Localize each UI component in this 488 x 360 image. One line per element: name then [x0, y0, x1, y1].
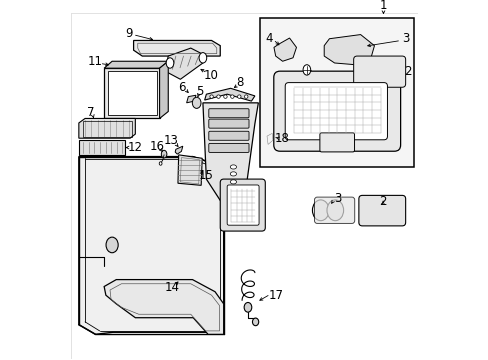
Ellipse shape [199, 53, 206, 63]
Polygon shape [79, 140, 124, 155]
Ellipse shape [312, 200, 328, 221]
Text: 5: 5 [195, 85, 203, 98]
Polygon shape [104, 61, 168, 68]
Text: 1: 1 [379, 0, 386, 12]
Polygon shape [133, 40, 220, 56]
Text: 16: 16 [149, 140, 164, 153]
Polygon shape [79, 118, 135, 138]
Text: 7: 7 [86, 106, 94, 119]
Text: 15: 15 [199, 169, 213, 182]
FancyBboxPatch shape [208, 109, 248, 118]
Polygon shape [107, 71, 157, 115]
Polygon shape [175, 146, 183, 154]
Ellipse shape [223, 95, 227, 98]
Ellipse shape [244, 302, 251, 312]
FancyBboxPatch shape [208, 119, 248, 128]
Ellipse shape [209, 95, 213, 98]
FancyBboxPatch shape [314, 197, 354, 224]
Text: 17: 17 [267, 289, 283, 302]
Polygon shape [203, 103, 258, 214]
Text: 3: 3 [401, 32, 408, 45]
Text: 12: 12 [127, 141, 142, 154]
Text: 3: 3 [334, 192, 341, 204]
Polygon shape [324, 35, 374, 65]
FancyBboxPatch shape [353, 56, 405, 87]
Ellipse shape [230, 165, 236, 169]
Polygon shape [186, 95, 196, 103]
Polygon shape [159, 61, 168, 118]
Ellipse shape [252, 318, 258, 326]
FancyBboxPatch shape [220, 179, 265, 231]
Text: 6: 6 [177, 81, 185, 94]
Text: 4: 4 [264, 32, 272, 45]
Polygon shape [164, 48, 206, 79]
Ellipse shape [166, 58, 173, 68]
FancyBboxPatch shape [227, 185, 259, 225]
FancyBboxPatch shape [319, 133, 354, 152]
Ellipse shape [192, 97, 201, 108]
Text: 18: 18 [274, 132, 289, 145]
Bar [260, 18, 413, 167]
Polygon shape [79, 157, 223, 334]
FancyBboxPatch shape [285, 82, 386, 140]
FancyBboxPatch shape [273, 71, 400, 151]
Text: 2: 2 [379, 195, 386, 208]
Polygon shape [104, 68, 159, 118]
Polygon shape [178, 155, 202, 185]
Ellipse shape [326, 200, 343, 221]
Ellipse shape [237, 95, 241, 98]
Ellipse shape [230, 172, 236, 176]
Polygon shape [264, 131, 274, 146]
Ellipse shape [303, 65, 310, 75]
Text: 8: 8 [236, 76, 244, 89]
FancyBboxPatch shape [208, 143, 248, 152]
Ellipse shape [106, 237, 118, 253]
Ellipse shape [161, 150, 166, 158]
Ellipse shape [230, 95, 234, 98]
Polygon shape [273, 38, 296, 61]
FancyBboxPatch shape [208, 131, 248, 140]
Ellipse shape [159, 162, 162, 165]
Text: 10: 10 [203, 69, 219, 82]
Ellipse shape [244, 95, 247, 98]
Polygon shape [104, 280, 223, 334]
Polygon shape [204, 88, 254, 101]
Text: 9: 9 [125, 27, 133, 40]
Ellipse shape [230, 180, 236, 184]
Ellipse shape [216, 95, 220, 98]
FancyBboxPatch shape [358, 195, 405, 226]
Text: 13: 13 [163, 135, 178, 148]
Text: 14: 14 [164, 281, 179, 294]
Text: 11: 11 [88, 55, 103, 68]
Text: 2: 2 [404, 65, 411, 78]
